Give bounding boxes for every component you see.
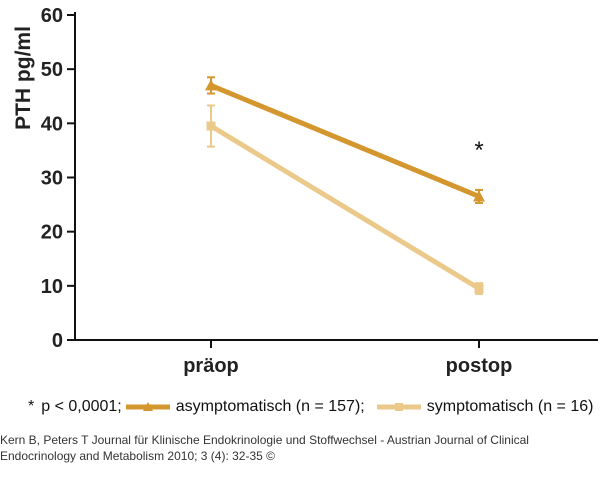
legend-separator: ; xyxy=(360,398,365,415)
legend-item-asymptomatic: asymptomatisch (n = 157); xyxy=(122,398,365,416)
y-tick-label: 0 xyxy=(52,330,63,352)
legend: * p < 0,0001; asymptomatisch (n = 157); … xyxy=(28,396,600,418)
y-tick-label: 50 xyxy=(41,59,63,81)
series-line xyxy=(209,123,481,291)
legend-note: p < 0,0001; xyxy=(41,398,122,415)
legend-label-asymptomatic: asymptomatisch (n = 157) xyxy=(175,398,361,415)
series-asymptomatic xyxy=(205,76,485,204)
pth-chart: 0 10 20 30 40 50 60 präop postop PTH pg/ml * xyxy=(12,5,598,377)
data-point xyxy=(205,79,217,91)
significance-marker: * xyxy=(474,137,483,164)
y-tick-label: 30 xyxy=(41,168,63,190)
legend-line-asymptomatic xyxy=(125,402,170,411)
data-point xyxy=(206,121,216,131)
y-tick-label: 20 xyxy=(41,222,63,244)
series-layer xyxy=(205,76,485,295)
legend-line-symptomatic xyxy=(376,403,421,411)
y-tick-label: 40 xyxy=(41,113,63,135)
legend-label-symptomatic: symptomatisch (n = 16) xyxy=(426,398,594,415)
series-line xyxy=(210,83,480,199)
legend-star: * xyxy=(28,398,35,415)
series-symptomatic xyxy=(206,104,484,295)
axes: 0 10 20 30 40 50 60 präop postop xyxy=(41,5,598,377)
source-citation: Kern B, Peters T Journal für Klinische E… xyxy=(0,432,596,464)
source-line-2: Endocrinology and Metabolism 2010; 3 (4)… xyxy=(0,449,275,463)
source-line-1: Kern B, Peters T Journal für Klinische E… xyxy=(0,433,529,447)
x-tick-label: präop xyxy=(183,355,239,377)
y-tick-label: 10 xyxy=(41,276,63,298)
data-point xyxy=(474,284,484,294)
x-tick-label: postop xyxy=(446,355,513,377)
y-axis-title: PTH pg/ml xyxy=(12,26,35,130)
y-tick-label: 60 xyxy=(41,5,63,27)
data-point xyxy=(473,190,485,202)
legend-item-symptomatic: symptomatisch (n = 16) xyxy=(373,398,594,416)
